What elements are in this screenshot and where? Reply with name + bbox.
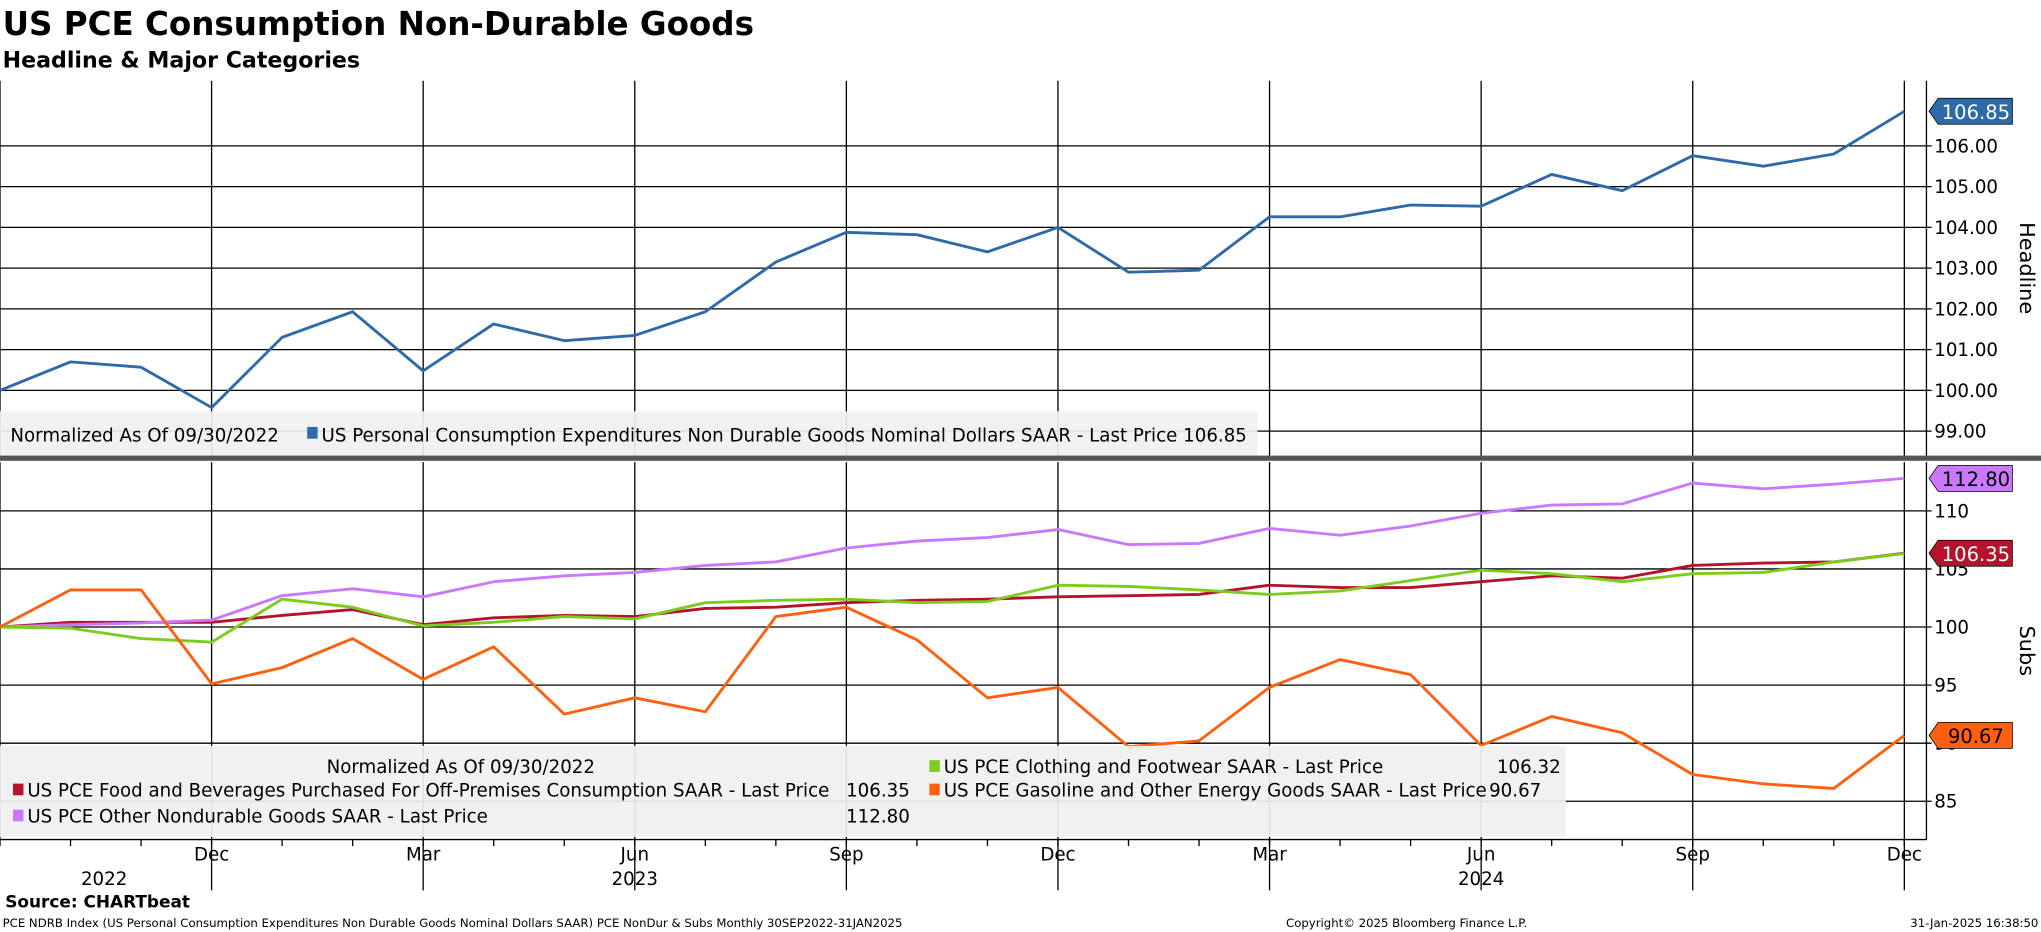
subs-panel: 859095100105110SubsNormalized As Of 09/3… xyxy=(0,462,2039,840)
chart-subtitle: Headline & Major Categories xyxy=(3,48,360,74)
last-value-label: 90.67 xyxy=(1948,725,2004,748)
y-tick-label: 102.00 xyxy=(1934,299,1998,320)
last-value-label: 106.85 xyxy=(1942,101,2010,124)
legend-swatch xyxy=(307,426,318,439)
y-tick-label: 104.00 xyxy=(1934,218,1998,239)
x-year-label: 2022 xyxy=(81,869,127,890)
legend-box xyxy=(0,411,1258,456)
legend-entry: US PCE Other Nondurable Goods SAAR - Las… xyxy=(27,807,488,828)
legend-last-value: 106.32 xyxy=(1497,757,1561,778)
legend-last-value: 112.80 xyxy=(846,807,910,828)
legend-entry: US PCE Food and Beverages Purchased For … xyxy=(27,781,829,802)
last-value-tag xyxy=(1928,539,2013,567)
y-tick-label: 106.00 xyxy=(1934,136,1998,157)
y-tick-label: 85 xyxy=(1934,792,1957,813)
x-tick-label: Sep xyxy=(829,844,863,865)
last-value-tag xyxy=(1928,97,2013,125)
y-tick-label: 100.00 xyxy=(1934,381,1998,402)
series-line xyxy=(0,588,1906,790)
x-tick-label: Sep xyxy=(1676,844,1710,865)
legend-normalized: Normalized As Of 09/30/2022 xyxy=(10,425,278,446)
x-year-label: 2024 xyxy=(1458,869,1504,890)
y-tick-label: 110 xyxy=(1934,501,1969,522)
source-label: Source: CHARTbeat xyxy=(5,891,190,911)
legend-last-value: 90.67 xyxy=(1489,781,1541,802)
legend-entry: US PCE Gasoline and Other Energy Goods S… xyxy=(944,781,1487,802)
x-tick-label: Jun xyxy=(1466,844,1495,865)
y-axis-title: Subs xyxy=(2015,626,2039,676)
last-value-label: 106.35 xyxy=(1942,543,2010,566)
last-value-tag xyxy=(1928,721,2013,749)
x-tick-label: Dec xyxy=(1887,844,1922,865)
y-axis-title: Headline xyxy=(2015,222,2039,314)
last-value-tag xyxy=(1928,464,2013,492)
footer-description: PCE NDRB Index (US Personal Consumption … xyxy=(3,916,903,930)
last-value-label: 112.80 xyxy=(1942,468,2010,491)
x-tick-label: Jun xyxy=(620,844,649,865)
x-year-label: 2023 xyxy=(612,869,658,890)
x-tick-label: Dec xyxy=(194,844,229,865)
y-tick-label: 103.00 xyxy=(1934,259,1998,280)
x-tick-label: Mar xyxy=(406,844,441,865)
legend-normalized: Normalized As Of 09/30/2022 xyxy=(327,757,595,778)
legend-swatch xyxy=(13,783,24,796)
legend-last-value: 106.35 xyxy=(846,781,910,802)
series-line xyxy=(0,476,1905,629)
series-line xyxy=(0,552,1905,644)
footer-copyright: Copyright© 2025 Bloomberg Finance L.P. xyxy=(1286,916,1527,930)
x-tick-label: Mar xyxy=(1252,844,1287,865)
legend-entry: US PCE Clothing and Footwear SAAR - Last… xyxy=(944,757,1384,778)
legend-swatch xyxy=(13,809,24,822)
legend-box xyxy=(0,745,1566,837)
legend-entry: US Personal Consumption Expenditures Non… xyxy=(322,425,1247,446)
series-line xyxy=(0,110,1906,409)
panel-divider xyxy=(0,455,2041,461)
y-tick-label: 101.00 xyxy=(1934,340,1998,361)
chart-title: US PCE Consumption Non-Durable Goods xyxy=(3,5,754,43)
y-tick-label: 105.00 xyxy=(1934,177,1998,198)
y-tick-label: 99.00 xyxy=(1934,422,1986,443)
legend-swatch xyxy=(929,783,940,796)
legend-swatch xyxy=(929,760,940,772)
x-axis: Dec Mar Jun Sep Dec Mar Jun Sep Dec 2022 2023 2024 xyxy=(0,838,1927,891)
footer-timestamp: 31-Jan-2025 16:38:50 xyxy=(1910,916,2038,930)
y-tick-label: 95 xyxy=(1934,676,1957,697)
headline-panel: 99.00 100.00 101.00 102.00 103.00 104.00 105.0… xyxy=(0,80,2039,456)
x-tick-label: Dec xyxy=(1040,844,1075,865)
series-line xyxy=(0,551,1905,629)
y-tick-label: 100 xyxy=(1934,618,1969,639)
